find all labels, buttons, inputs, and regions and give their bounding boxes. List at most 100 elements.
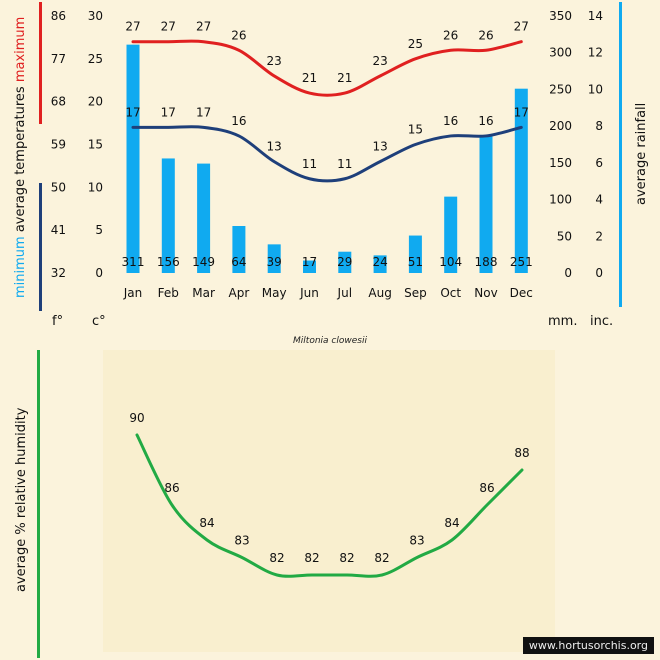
c-tick-label: 20 bbox=[88, 95, 103, 109]
c-tick-label: 0 bbox=[95, 266, 103, 280]
rainfall-value-label: 188 bbox=[475, 255, 498, 269]
min-temp-value-label: 16 bbox=[478, 114, 493, 128]
humidity-line bbox=[135, 433, 524, 578]
mm-tick-label: 300 bbox=[549, 46, 572, 60]
rainfall-value-label: 17 bbox=[302, 255, 317, 269]
min-temp-value-label: 13 bbox=[372, 140, 387, 154]
rainfall-value-label: 311 bbox=[122, 255, 145, 269]
max-temp-value-label: 27 bbox=[196, 20, 211, 34]
rainfall-bar bbox=[479, 134, 493, 273]
humidity-value-label: 84 bbox=[444, 516, 459, 530]
mm-tick-label: 150 bbox=[549, 156, 572, 170]
f-tick-label: 68 bbox=[51, 95, 66, 109]
inc-tick-label: 14 bbox=[588, 9, 603, 23]
humidity-value-label: 82 bbox=[304, 551, 319, 565]
humidity-value-label: 88 bbox=[514, 446, 529, 460]
species-caption: Miltonia clowesii bbox=[293, 336, 367, 346]
rainfall-value-label: 64 bbox=[231, 255, 246, 269]
min-temp-value-label: 13 bbox=[267, 140, 282, 154]
min-temp-value-label: 17 bbox=[161, 105, 176, 119]
c-tick-label: 5 bbox=[95, 223, 103, 237]
humidity-value-label: 86 bbox=[164, 481, 179, 495]
f-tick-label: 59 bbox=[51, 138, 66, 152]
min-temp-value-label: 16 bbox=[231, 114, 246, 128]
max-temp-value-label: 21 bbox=[337, 71, 352, 85]
rainfall-bar bbox=[161, 158, 175, 273]
inc-tick-label: 0 bbox=[595, 266, 603, 280]
max-temp-value-label: 26 bbox=[478, 28, 493, 42]
inc-tick-label: 4 bbox=[595, 193, 603, 207]
max-temp-value-label: 25 bbox=[408, 37, 423, 51]
month-label: Nov bbox=[474, 286, 497, 300]
rainfall-value-label: 156 bbox=[157, 255, 180, 269]
mm-tick-label: 50 bbox=[557, 229, 572, 243]
inc-tick-label: 12 bbox=[588, 46, 603, 60]
month-label: Oct bbox=[440, 286, 461, 300]
month-label: Aug bbox=[368, 286, 391, 300]
rainfall-bar bbox=[303, 260, 316, 273]
unit-inc-label: inc. bbox=[590, 314, 614, 329]
website-watermark: www.hortusorchis.org bbox=[522, 637, 654, 654]
max-temp-value-label: 27 bbox=[125, 20, 140, 34]
humidity-value-label: 84 bbox=[199, 516, 214, 530]
month-label: Jun bbox=[299, 286, 319, 300]
humidity-value-label: 82 bbox=[374, 551, 389, 565]
rainfall-value-label: 51 bbox=[408, 255, 423, 269]
max-temp-value-label: 26 bbox=[443, 28, 458, 42]
rainfall-bar bbox=[514, 88, 528, 274]
rainfall-value-label: 39 bbox=[267, 255, 282, 269]
humidity-value-label: 82 bbox=[269, 551, 284, 565]
max-temp-value-label: 27 bbox=[161, 20, 176, 34]
max-temp-value-label: 21 bbox=[302, 71, 317, 85]
mm-tick-label: 250 bbox=[549, 82, 572, 96]
unit-c-label: c° bbox=[92, 314, 106, 329]
c-tick-label: 10 bbox=[88, 180, 103, 194]
min-temp-value-label: 15 bbox=[408, 123, 423, 137]
f-tick-label: 32 bbox=[51, 266, 66, 280]
c-tick-label: 15 bbox=[88, 138, 103, 152]
rainfall-value-label: 24 bbox=[372, 255, 387, 269]
rainfall-bar bbox=[126, 44, 140, 273]
c-tick-label: 25 bbox=[88, 52, 103, 66]
f-tick-label: 41 bbox=[51, 223, 66, 237]
f-tick-label: 77 bbox=[51, 52, 66, 66]
min-temp-value-label: 16 bbox=[443, 114, 458, 128]
minimum-temperature-line bbox=[131, 125, 523, 183]
max-temp-value-label: 27 bbox=[514, 20, 529, 34]
humidity-value-label: 86 bbox=[479, 481, 494, 495]
month-label: Jul bbox=[337, 286, 352, 300]
rainfall-bar bbox=[444, 196, 458, 273]
month-label: Feb bbox=[158, 286, 179, 300]
humidity-value-label: 83 bbox=[409, 534, 424, 548]
mm-tick-label: 350 bbox=[549, 9, 572, 23]
c-tick-label: 30 bbox=[88, 9, 103, 23]
mm-tick-label: 0 bbox=[564, 266, 572, 280]
rainfall-value-label: 29 bbox=[337, 255, 352, 269]
humidity-value-label: 82 bbox=[339, 551, 354, 565]
min-temp-value-label: 11 bbox=[337, 157, 352, 171]
inc-tick-label: 6 bbox=[595, 156, 603, 170]
mm-tick-label: 200 bbox=[549, 119, 572, 133]
temperature-rainfall-chart: 8677685950413230252015105035030025020015… bbox=[51, 9, 603, 300]
humidity-indicator-bar bbox=[37, 350, 40, 658]
rainfall-indicator-bar bbox=[619, 2, 622, 307]
inc-tick-label: 10 bbox=[588, 82, 603, 96]
rainfall-bar bbox=[232, 226, 246, 273]
rainfall-value-label: 104 bbox=[439, 255, 462, 269]
month-label: Mar bbox=[192, 286, 215, 300]
min-temp-indicator-bar bbox=[39, 183, 42, 311]
min-temp-value-label: 17 bbox=[196, 105, 211, 119]
rainfall-value-label: 149 bbox=[192, 255, 215, 269]
mm-tick-label: 100 bbox=[549, 193, 572, 207]
maximum-temperature-line bbox=[131, 39, 523, 97]
f-tick-label: 86 bbox=[51, 9, 66, 23]
humidity-value-label: 90 bbox=[129, 411, 144, 425]
rainfall-bar bbox=[197, 163, 211, 273]
max-temp-indicator-bar bbox=[39, 2, 42, 124]
inc-tick-label: 8 bbox=[595, 119, 603, 133]
month-label: Apr bbox=[229, 286, 250, 300]
month-label: Sep bbox=[404, 286, 427, 300]
rainfall-bar bbox=[408, 235, 422, 273]
humidity-chart: 90 86 84 83 82 82 82 82 83 84 86 88 bbox=[129, 411, 530, 578]
